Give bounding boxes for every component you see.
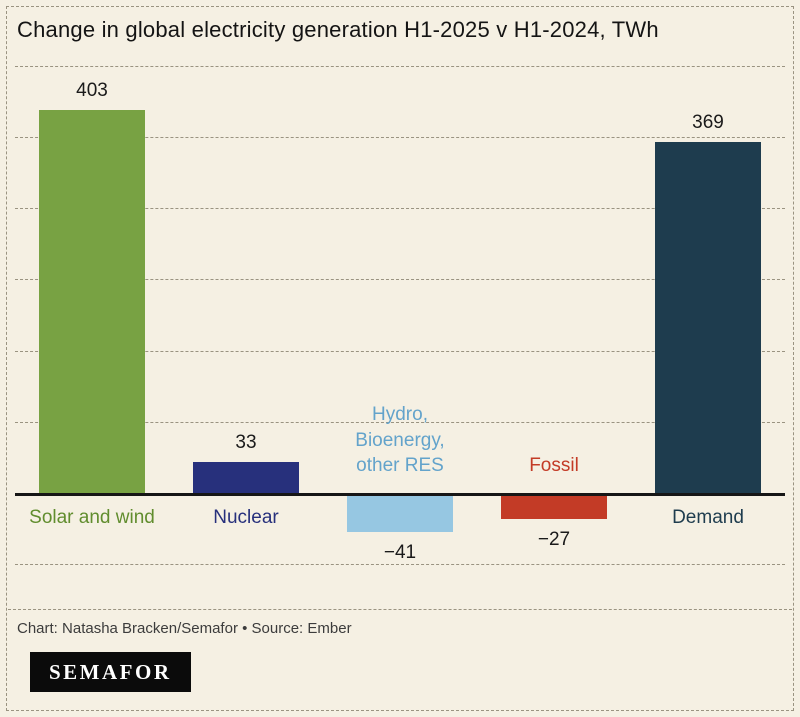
- bar-hydro-bioenergy-other-res: [347, 493, 453, 532]
- value-label-demand: 369: [692, 112, 724, 134]
- gridline: [15, 564, 785, 566]
- gridline: [15, 350, 785, 352]
- gridline: [15, 421, 785, 423]
- bar-solar-and-wind: [39, 110, 145, 493]
- category-label-demand: Demand: [672, 507, 744, 528]
- footer-divider: [8, 609, 792, 610]
- value-label-hydro-bioenergy-other-res: −41: [383, 541, 417, 563]
- category-label-fossil: Fossil: [529, 455, 579, 477]
- bar-fossil: [501, 493, 607, 519]
- gridline: [15, 136, 785, 138]
- column-nuclear: 33 Nuclear: [169, 60, 323, 600]
- zero-axis-line: [15, 493, 785, 496]
- column-demand: 369 Demand: [631, 60, 785, 600]
- gridline: [15, 208, 785, 209]
- value-label-fossil: −27: [537, 528, 571, 550]
- chart-title: Change in global electricity generation …: [17, 17, 659, 42]
- bar-demand: [655, 142, 761, 493]
- semafor-logo: SEMAFOR: [30, 652, 191, 692]
- column-fossil: −27 Fossil: [477, 60, 631, 600]
- gridline: [15, 279, 785, 281]
- category-label-solar-and-wind: Solar and wind: [29, 507, 155, 528]
- bar-nuclear: [193, 461, 299, 493]
- value-label-nuclear: 33: [235, 431, 257, 453]
- plot-area: 403 Solar and wind 33 Nuclear −41 Hydro, Bioe…: [15, 60, 785, 600]
- column-hydro-bioenergy-other-res: −41 Hydro, Bioenergy, other RES: [323, 60, 477, 600]
- category-label-nuclear: Nuclear: [213, 507, 279, 528]
- column-solar-and-wind: 403 Solar and wind: [15, 60, 169, 600]
- gridline: [15, 65, 785, 67]
- bar-columns: 403 Solar and wind 33 Nuclear −41 Hydro, Bioe…: [15, 60, 785, 600]
- value-label-solar-and-wind: 403: [76, 80, 108, 102]
- category-label-hydro-bioenergy-other-res: Hydro, Bioenergy, other RES: [355, 404, 445, 477]
- credit-line: Chart: Natasha Bracken/Semafor • Source:…: [17, 620, 352, 637]
